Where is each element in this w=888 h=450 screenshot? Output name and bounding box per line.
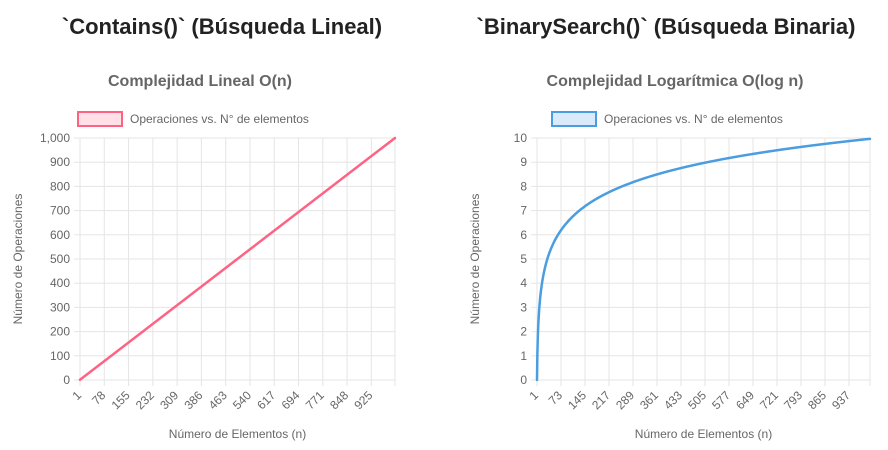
x-tick-label: 1: [69, 388, 84, 403]
x-tick-label: 925: [351, 388, 375, 412]
y-tick-label: 0: [520, 373, 527, 387]
y-tick-label: 8: [520, 179, 527, 193]
x-tick-label: 937: [829, 388, 853, 412]
legend-label: Operaciones vs. N° de elementos: [604, 112, 783, 126]
y-tick-label: 200: [50, 325, 70, 339]
x-axis-title: Número de Elementos (n): [169, 427, 306, 441]
y-tick-label: 7: [520, 204, 527, 218]
x-tick-label: 78: [89, 388, 109, 408]
y-tick-label: 10: [514, 131, 528, 145]
y-tick-label: 300: [50, 300, 70, 314]
x-tick-label: 73: [546, 388, 566, 408]
y-tick-label: 5: [520, 252, 527, 266]
y-tick-label: 600: [50, 228, 70, 242]
x-tick-label: 577: [709, 388, 733, 412]
x-tick-label: 1: [526, 388, 541, 403]
x-tick-label: 865: [805, 388, 829, 412]
x-tick-label: 155: [109, 388, 133, 412]
x-tick-label: 721: [757, 388, 781, 412]
y-tick-label: 700: [50, 204, 70, 218]
left-heading: `Contains()` (Búsqueda Lineal): [61, 14, 383, 39]
legend-label: Operaciones vs. N° de elementos: [130, 112, 309, 126]
y-tick-label: 4: [520, 276, 527, 290]
y-tick-label: 9: [520, 155, 527, 169]
x-tick-label: 505: [685, 388, 709, 412]
chart-title: Complejidad Lineal O(n): [108, 73, 292, 90]
right-panel: `BinarySearch()` (Búsqueda Binaria) Comp…: [444, 0, 888, 450]
x-tick-label: 540: [230, 388, 254, 412]
series-line: [535, 137, 872, 382]
y-tick-label: 900: [50, 155, 70, 169]
left-panel: `Contains()` (Búsqueda Lineal) Complejid…: [11, 14, 397, 441]
x-tick-label: 848: [327, 388, 351, 412]
x-tick-label: 617: [254, 388, 278, 412]
x-tick-label: 361: [637, 388, 661, 412]
x-tick-label: 433: [661, 388, 685, 412]
y-tick-label: 400: [50, 276, 70, 290]
x-tick-label: 694: [279, 388, 303, 412]
y-tick-label: 6: [520, 228, 527, 242]
legend-swatch: [77, 111, 123, 127]
y-tick-label: 800: [50, 179, 70, 193]
x-tick-label: 217: [589, 388, 613, 412]
x-tick-label: 232: [133, 388, 157, 412]
y-tick-label: 0: [63, 373, 70, 387]
y-tick-label: 2: [520, 325, 527, 339]
x-tick-label: 386: [181, 388, 205, 412]
x-tick-label: 771: [303, 388, 327, 412]
y-axis-title: Número de Operaciones: [468, 194, 482, 325]
series-line: [78, 136, 397, 382]
y-tick-label: 100: [50, 349, 70, 363]
chart-title: Complejidad Logarítmica O(log n): [547, 73, 804, 90]
x-tick-label: 309: [157, 388, 181, 412]
legend-swatch: [551, 111, 597, 127]
y-tick-label: 500: [50, 252, 70, 266]
x-tick-label: 145: [565, 388, 589, 412]
y-tick-label: 1: [520, 349, 527, 363]
x-tick-label: 463: [206, 388, 230, 412]
y-tick-label: 3: [520, 300, 527, 314]
x-axis-title: Número de Elementos (n): [635, 427, 772, 441]
x-tick-label: 289: [613, 388, 637, 412]
linear-chart: Complejidad Lineal O(n) Operaciones vs. N…: [11, 73, 397, 441]
y-axis-title: Número de Operaciones: [11, 194, 25, 325]
x-tick-label: 793: [781, 388, 805, 412]
y-tick-label: 1,000: [40, 131, 70, 145]
log-chart: Complejidad Logarítmica O(log n) Operacio…: [468, 73, 872, 441]
x-tick-label: 649: [733, 388, 757, 412]
right-heading: `BinarySearch()` (Búsqueda Binaria): [476, 14, 856, 39]
